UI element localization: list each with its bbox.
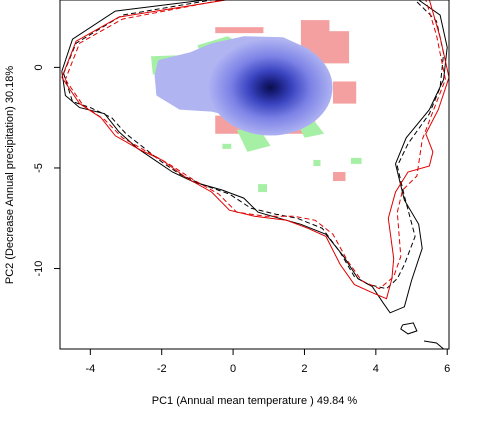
x-tick-label: 0 [230, 363, 236, 375]
x-tick-label: -4 [85, 363, 95, 375]
x-tick-label: -2 [157, 363, 167, 375]
range-contours [61, 0, 449, 349]
overlap-red-region [215, 27, 264, 34]
overlap-green-region [258, 184, 267, 193]
density-surface [154, 36, 333, 136]
overlap-green-region [350, 157, 362, 164]
plot-area [61, 0, 449, 349]
red-dashed-contour [64, 0, 446, 290]
x-tick-label: 4 [373, 363, 379, 375]
black-solid-contour [423, 340, 444, 349]
overlap-green-region [222, 143, 232, 149]
y-tick-label: -5 [33, 163, 45, 173]
black-solid-contour [400, 322, 418, 335]
x-axis: -4 -2 0 2 4 6 [85, 348, 450, 375]
overlap-red-region [333, 81, 357, 104]
x-tick-label: 6 [444, 363, 450, 375]
density-peak [208, 39, 333, 136]
y-tick-label: 0 [33, 64, 45, 70]
black-dashed-contour [63, 0, 445, 290]
overlap-green-region [236, 129, 271, 152]
y-axis: 0 -5 -10 [33, 64, 61, 277]
overlap-red-region [315, 31, 350, 64]
y-tick-label: -10 [33, 261, 45, 277]
overlap-green-region [313, 159, 321, 166]
overlap-red-region [333, 171, 346, 182]
red-solid-contour [61, 0, 449, 300]
x-tick-label: 2 [301, 363, 307, 375]
x-axis-title: PC1 (Annual mean temperature ) 49.84 % [152, 395, 358, 407]
y-axis-title: PC2 (Decrease Annual precipitation) 30.1… [4, 66, 16, 285]
